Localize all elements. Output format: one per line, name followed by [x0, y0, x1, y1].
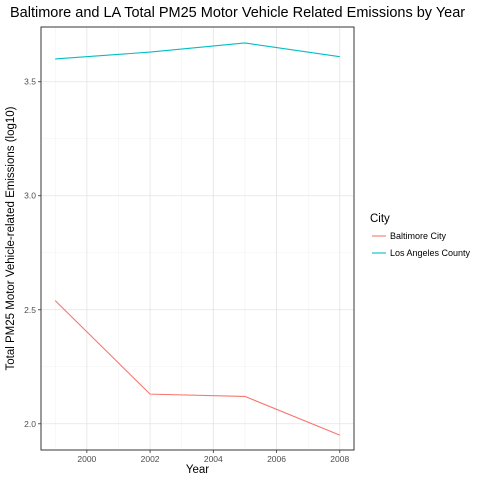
series-line: [54, 300, 340, 436]
legend-title: City: [370, 213, 390, 225]
chart-title: Baltimore and LA Total PM25 Motor Vehicl…: [10, 5, 465, 21]
legend-label: Baltimore City: [390, 231, 447, 241]
plot-panel: [40, 26, 355, 451]
legend-label: Los Angeles County: [390, 248, 471, 258]
y-axis: 2.0 2.5 3.0 3.5: [24, 77, 41, 429]
x-tick-label: 2002: [141, 454, 160, 464]
legend: City Baltimore City Los Angeles County: [370, 213, 471, 258]
y-tick-label: 3.0: [24, 191, 36, 201]
y-axis-title: Total PM25 Motor Vehicle-related Emissio…: [5, 106, 17, 370]
x-tick-label: 2000: [77, 454, 96, 464]
x-axis-title: Year: [186, 464, 209, 476]
series-lines: [54, 42, 340, 436]
series-line: [55, 42, 340, 60]
legend-items: Baltimore City Los Angeles County: [372, 231, 471, 258]
grid-minor: [41, 27, 354, 450]
grid-major: [41, 27, 354, 450]
x-tick-label: 2008: [330, 454, 349, 464]
x-tick-label: 2006: [267, 454, 286, 464]
x-axis: 2000 2002 2004 2006 2008: [77, 450, 349, 464]
y-tick-label: 3.5: [24, 77, 36, 87]
y-tick-label: 2.0: [24, 419, 36, 429]
panel-border: [40, 26, 355, 451]
y-tick-label: 2.5: [24, 305, 36, 315]
x-tick-label: 2004: [204, 454, 223, 464]
